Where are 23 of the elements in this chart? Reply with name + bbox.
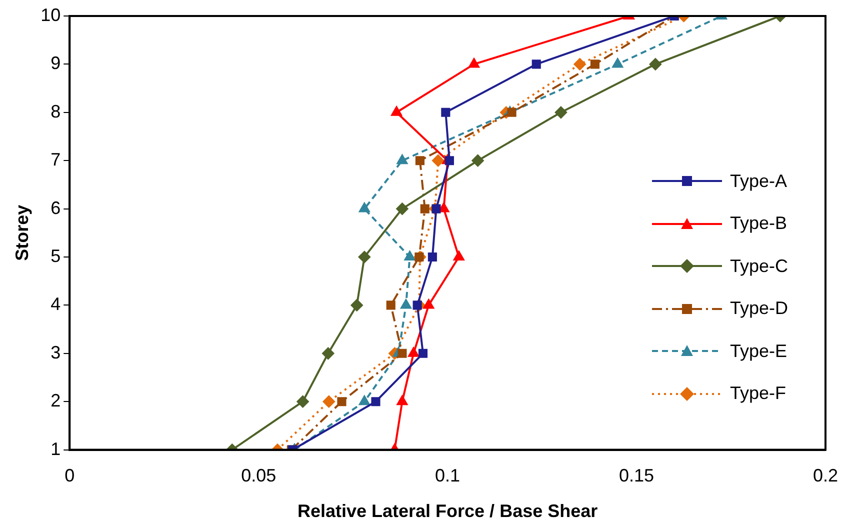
- legend-label: Type-F: [730, 383, 786, 404]
- y-tick-label: 1: [50, 438, 61, 459]
- y-tick-label: 7: [50, 150, 61, 170]
- y-tick-label: 10: [40, 4, 61, 25]
- y-tick-label: 3: [50, 342, 61, 362]
- x-axis-title: Relative Lateral Force / Base Shear: [297, 501, 598, 522]
- legend-label: Type-E: [730, 340, 787, 362]
- y-tick-label: 2: [50, 390, 61, 411]
- y-axis-title: Storey: [12, 204, 32, 261]
- y-tick-label: 4: [50, 294, 61, 314]
- x-tick-label: 0.05: [241, 466, 276, 486]
- y-tick-label: 9: [50, 53, 61, 74]
- y-tick-label: 6: [50, 198, 61, 218]
- legend-label: Type-B: [730, 213, 787, 234]
- legend-label: Type-A: [730, 170, 787, 192]
- x-tick-label: 0: [64, 466, 75, 486]
- y-tick-label: 8: [50, 101, 61, 122]
- y-tick-label: 5: [50, 246, 61, 266]
- x-tick-label: 0.15: [619, 466, 654, 486]
- legend-label: Type-D: [730, 298, 788, 320]
- x-tick-label: 0.2: [812, 466, 838, 486]
- x-tick-label: 0.1: [435, 466, 460, 486]
- legend-label: Type-C: [730, 256, 788, 277]
